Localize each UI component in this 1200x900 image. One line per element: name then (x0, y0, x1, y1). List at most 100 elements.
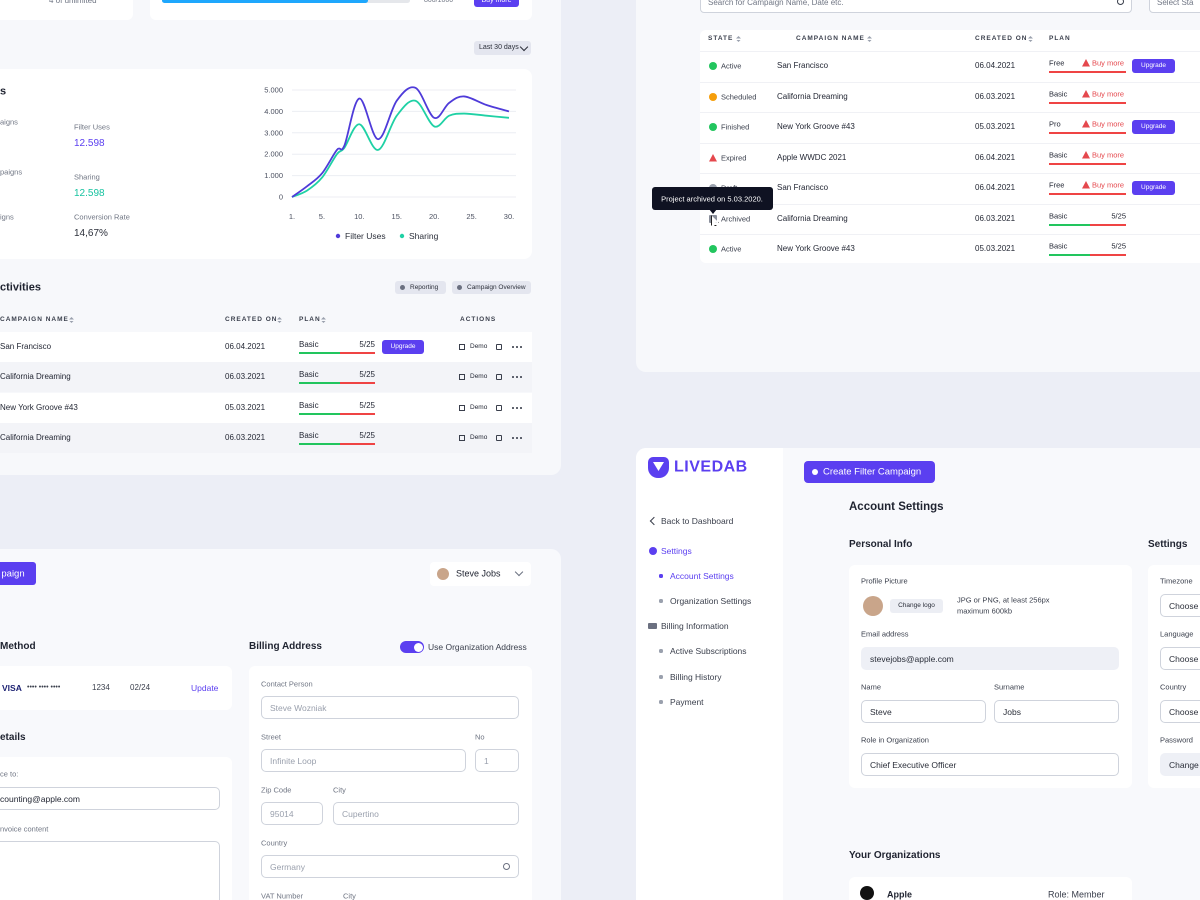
hint: JPG or PNG, at least 256px (957, 595, 1050, 605)
buy-more-link[interactable]: Buy more (1092, 150, 1125, 160)
nav-item[interactable]: Payment (670, 696, 704, 707)
input[interactable] (261, 696, 519, 719)
button[interactable] (0, 562, 36, 585)
button[interactable] (382, 340, 424, 354)
nav-item[interactable]: Billing Information (661, 620, 729, 631)
input[interactable] (861, 647, 1119, 670)
button-label[interactable]: Upgrade (390, 343, 416, 351)
cell-date: 06.04.2021 (975, 153, 1016, 163)
demo-icon (459, 344, 465, 350)
field-label: Name (861, 682, 882, 692)
select-input[interactable] (1149, 0, 1200, 13)
input[interactable] (1160, 753, 1200, 776)
cell-plan: Pro (1049, 119, 1061, 129)
cell-name: California Dreaming (0, 433, 71, 443)
cell-date: 05.03.2021 (975, 122, 1016, 132)
usage-bar-free (340, 413, 375, 415)
button-label[interactable]: Campaign Overview (467, 283, 526, 291)
cell-usage: 5/25 (359, 370, 375, 380)
row-divider (700, 143, 1200, 144)
button[interactable] (474, 0, 519, 7)
button-label[interactable]: Upgrade (1141, 184, 1166, 192)
column-header: PLAN (299, 316, 321, 324)
button-label[interactable]: Buy more (482, 0, 512, 5)
input[interactable] (0, 787, 220, 810)
nav-item[interactable]: Back to Dashboard (661, 515, 734, 526)
input[interactable] (1160, 647, 1200, 670)
update-link[interactable]: Update (191, 682, 219, 693)
column-header: STATE (708, 35, 734, 43)
state-icon (709, 123, 717, 131)
cell-plan: Basic (1049, 241, 1068, 251)
button-label[interactable]: Upgrade (1141, 123, 1166, 131)
buy-more-link[interactable]: Buy more (1092, 180, 1125, 190)
sort-icon (277, 320, 282, 323)
textarea[interactable] (0, 841, 220, 900)
nav-item[interactable]: Settings (661, 545, 692, 556)
button[interactable] (1132, 120, 1175, 134)
input[interactable] (475, 749, 519, 772)
input[interactable] (261, 802, 323, 825)
warning-icon (1082, 90, 1090, 98)
input[interactable] (333, 802, 519, 825)
nav-item[interactable]: Account Settings (670, 570, 734, 581)
card (0, 0, 133, 20)
button[interactable] (804, 461, 935, 483)
button-label[interactable]: paign (1, 567, 25, 579)
buy-more-link[interactable]: Buy more (1092, 89, 1125, 99)
demo-link[interactable]: Demo (470, 404, 488, 412)
row-divider (700, 51, 1200, 52)
button-label[interactable]: Create Filter Campaign (823, 466, 922, 478)
button[interactable] (1132, 181, 1175, 195)
button-label[interactable]: Reporting (410, 283, 439, 291)
cell-date: 06.04.2021 (225, 342, 266, 352)
nav-item[interactable]: Organization Settings (670, 595, 752, 606)
field-label: Zip Code (261, 785, 292, 795)
more-dot (512, 407, 514, 409)
billing-icon (648, 623, 657, 629)
tooltip-arrow (709, 209, 717, 214)
buy-more-link[interactable]: Buy more (1092, 58, 1125, 68)
plus-icon (812, 469, 818, 475)
usage-bar-free (1090, 254, 1126, 256)
sort-icon (736, 39, 741, 42)
button[interactable] (1132, 59, 1175, 73)
demo-link[interactable]: Demo (470, 343, 488, 351)
usage-bar-used (299, 413, 340, 415)
logo-text: LIVEDAB (674, 458, 748, 476)
button[interactable] (890, 599, 943, 613)
input[interactable] (1160, 594, 1200, 617)
input[interactable] (994, 700, 1119, 723)
input[interactable] (261, 855, 519, 878)
button[interactable] (395, 281, 446, 294)
button-label[interactable]: Upgrade (1141, 62, 1166, 70)
card-mask: •••• •••• •••• (27, 683, 61, 691)
state-icon (709, 245, 717, 253)
warning-icon (1082, 120, 1090, 128)
input-value: Choose (1169, 653, 1199, 664)
table-row (0, 332, 532, 362)
input[interactable] (261, 749, 466, 772)
org-logo (860, 886, 874, 900)
sidebar (636, 448, 783, 900)
dropdown-label[interactable]: Last 30 days (479, 43, 519, 51)
cell-name: Apple WWDC 2021 (777, 153, 847, 163)
search-input[interactable] (700, 0, 1132, 13)
buy-more-link[interactable]: Buy more (1092, 119, 1125, 129)
input[interactable] (861, 753, 1119, 776)
dropdown[interactable] (474, 41, 531, 55)
nav-dot (659, 700, 663, 704)
column-header: ACTIONS (460, 316, 497, 324)
demo-link[interactable]: Demo (470, 434, 488, 442)
nav-item[interactable]: Billing History (670, 671, 722, 682)
sort-icon (69, 317, 74, 320)
user-name[interactable]: Steve Jobs (456, 568, 501, 579)
demo-link[interactable]: Demo (470, 373, 488, 381)
input-value: Steve Wozniak (270, 702, 327, 713)
nav-item[interactable]: Active Subscriptions (670, 645, 747, 656)
input[interactable] (1160, 700, 1200, 723)
input[interactable] (861, 700, 986, 723)
select-placeholder: Select Sta (1157, 0, 1194, 8)
button-label[interactable]: Change logo (898, 602, 935, 610)
button[interactable] (452, 281, 531, 294)
